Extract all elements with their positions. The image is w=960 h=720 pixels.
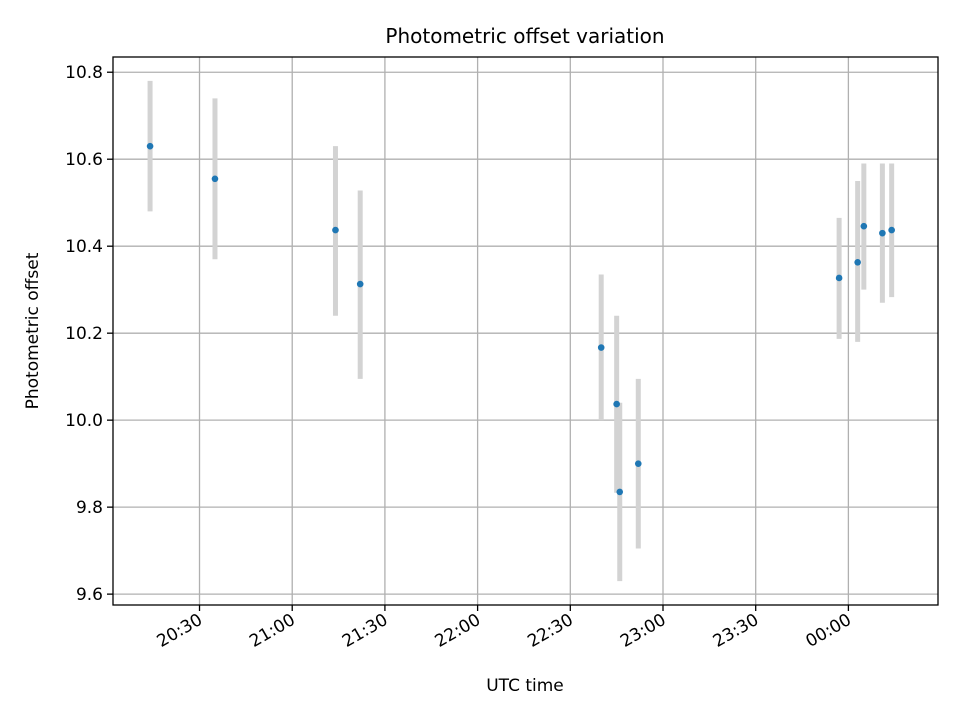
- y-axis-ticks: 9.6 9.8 10.0 10.2 10.4 10.6 10.8: [65, 63, 113, 605]
- y-tick-label: 10.0: [65, 411, 103, 431]
- data-point: [860, 222, 868, 230]
- grid: [113, 57, 938, 605]
- data-point: [356, 280, 364, 288]
- data-point: [211, 175, 219, 183]
- y-tick-label: 9.6: [76, 585, 103, 605]
- y-tick-label: 9.8: [76, 498, 103, 518]
- data-point: [888, 226, 895, 234]
- data-point: [146, 142, 154, 150]
- data-point: [332, 226, 339, 234]
- data-point: [854, 258, 861, 266]
- data-point: [616, 488, 624, 496]
- data-point: [879, 229, 886, 237]
- y-axis-label: Photometric offset: [23, 252, 43, 409]
- data-point: [835, 274, 843, 282]
- chart-title: Photometric offset variation: [385, 24, 664, 48]
- data-point: [634, 460, 642, 467]
- x-axis-label: UTC time: [486, 676, 564, 696]
- y-tick-label: 10.2: [65, 324, 103, 344]
- plot-frame: [112, 56, 939, 606]
- y-tick-label: 10.4: [65, 237, 103, 257]
- data-point: [613, 400, 620, 408]
- y-tick-label: 10.8: [65, 63, 103, 83]
- data-point: [597, 344, 605, 351]
- data-points: [146, 142, 895, 496]
- y-tick-label: 10.6: [65, 150, 103, 170]
